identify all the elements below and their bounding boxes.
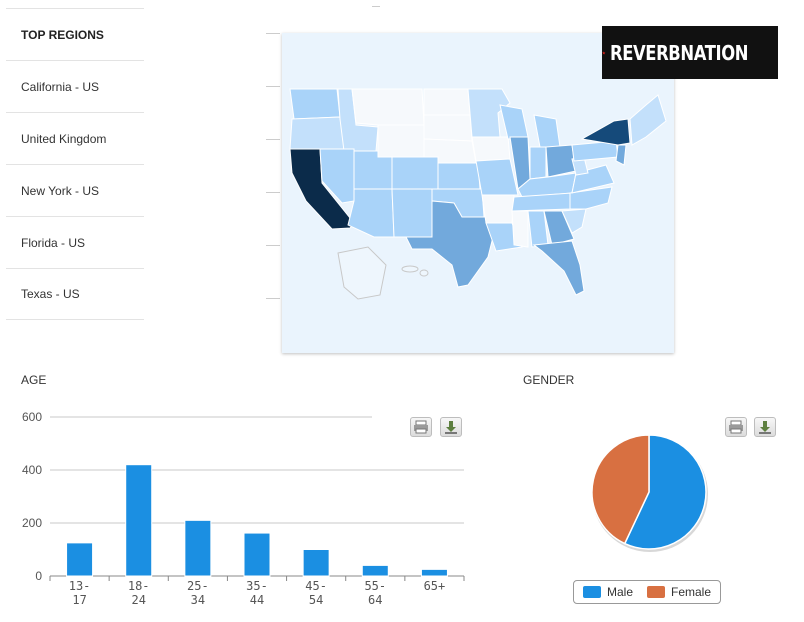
map-tick [266, 86, 280, 87]
printer-icon [729, 420, 743, 434]
download-age-button[interactable] [440, 417, 462, 437]
region-item[interactable]: California - US [6, 60, 144, 112]
map-state-sd[interactable] [423, 114, 473, 142]
map-state-oh[interactable] [545, 144, 577, 178]
map-state-mt[interactable] [351, 88, 425, 126]
print-gender-button[interactable] [725, 417, 747, 437]
map-state-nv[interactable] [319, 148, 355, 204]
top-regions-list: TOP REGIONS California - US United Kingd… [6, 8, 144, 320]
gender-pie-chart [591, 434, 708, 552]
map-state-mo[interactable] [475, 158, 519, 196]
map-state-ak[interactable] [337, 246, 387, 300]
age-x-tick-label: 18-24 [128, 579, 150, 607]
map-state-ga[interactable] [543, 210, 575, 246]
gender-chart-title: GENDER [523, 373, 575, 387]
map-state-ms[interactable] [511, 210, 529, 248]
age-bar[interactable] [243, 532, 271, 577]
map-state-new-england[interactable] [629, 94, 667, 146]
printer-icon [414, 420, 428, 434]
star-icon [602, 50, 606, 55]
map-tick [266, 298, 280, 299]
us-map-svg [289, 88, 667, 300]
map-state-ar[interactable] [481, 194, 515, 224]
map-state-ut[interactable] [353, 150, 393, 190]
legend-item-female[interactable]: Female [647, 585, 711, 599]
map-state-or[interactable] [289, 116, 345, 150]
age-y-tick-label: 0 [35, 569, 42, 583]
pie-slice-male[interactable] [623, 434, 707, 550]
map-state-ks[interactable] [437, 162, 481, 190]
map-tick [266, 245, 280, 246]
map-state-nd[interactable] [423, 88, 471, 116]
map-state-mi[interactable] [533, 114, 561, 148]
map-state-tx[interactable] [405, 200, 495, 288]
download-icon [759, 421, 771, 434]
print-age-button[interactable] [410, 417, 432, 437]
age-x-tick-label: 65+ [424, 579, 446, 593]
download-icon [445, 421, 457, 434]
age-chart-title: AGE [21, 373, 47, 387]
map-state-wi[interactable] [499, 104, 529, 140]
age-x-tick-label: 25-34 [187, 579, 209, 607]
map-tick [266, 139, 280, 140]
map-state-ny[interactable] [580, 118, 631, 146]
legend-swatch-male [582, 586, 601, 598]
map-state-co[interactable] [391, 156, 439, 190]
age-x-tick-label: 55-64 [364, 579, 386, 607]
download-gender-button[interactable] [754, 417, 776, 437]
map-state-nj[interactable] [615, 144, 627, 166]
legend-item-male[interactable]: Male [582, 585, 633, 599]
map-state-fl[interactable] [532, 240, 585, 296]
age-y-tick-label: 600 [22, 410, 42, 424]
age-bar[interactable] [302, 549, 330, 577]
map-state-nm[interactable] [391, 188, 433, 238]
age-x-tick-label: 13-17 [69, 579, 91, 607]
region-item[interactable]: Texas - US [6, 268, 144, 320]
map-tick [266, 192, 280, 193]
region-item[interactable]: New York - US [6, 164, 144, 216]
map-state-nc[interactable] [569, 186, 613, 210]
age-bar[interactable] [66, 542, 94, 577]
pie-slice-female[interactable] [591, 434, 650, 545]
map-state-ia[interactable] [471, 136, 511, 162]
legend-label-female: Female [671, 585, 712, 599]
age-x-tick-label: 35-44 [246, 579, 268, 607]
map-state-sc[interactable] [561, 208, 587, 234]
age-bar[interactable] [125, 464, 153, 577]
map-state-hi[interactable] [401, 265, 419, 273]
legend-label-male: Male [606, 585, 633, 599]
logo-text: REVERBNATION [609, 40, 748, 65]
map-state-wa[interactable] [289, 88, 341, 120]
map-tick [266, 33, 280, 34]
age-y-tick-label: 400 [22, 463, 42, 477]
top-divider [372, 6, 380, 7]
age-bar-chart: 0 200 400 600 13-17 18-24 25-34 35-44 45-54 55-64… [22, 410, 465, 607]
map-state-in[interactable] [529, 146, 547, 180]
age-bar[interactable] [361, 564, 389, 577]
age-bar[interactable] [420, 568, 448, 577]
top-regions-heading: TOP REGIONS [6, 8, 144, 60]
age-bar[interactable] [184, 519, 212, 577]
legend-swatch-female [647, 586, 665, 598]
region-item[interactable]: United Kingdom [6, 112, 144, 164]
age-x-tick-label: 45-54 [305, 579, 327, 607]
age-y-tick-label: 200 [22, 516, 42, 530]
region-item[interactable]: Florida - US [6, 216, 144, 268]
gender-legend: Male Female [573, 580, 721, 604]
map-state-wy[interactable] [377, 124, 425, 158]
reverbnation-logo[interactable]: REVERBNATION [602, 26, 778, 79]
map-state-hi-east[interactable] [419, 269, 429, 277]
map-state-az[interactable] [347, 188, 395, 238]
us-region-map[interactable] [282, 33, 674, 353]
